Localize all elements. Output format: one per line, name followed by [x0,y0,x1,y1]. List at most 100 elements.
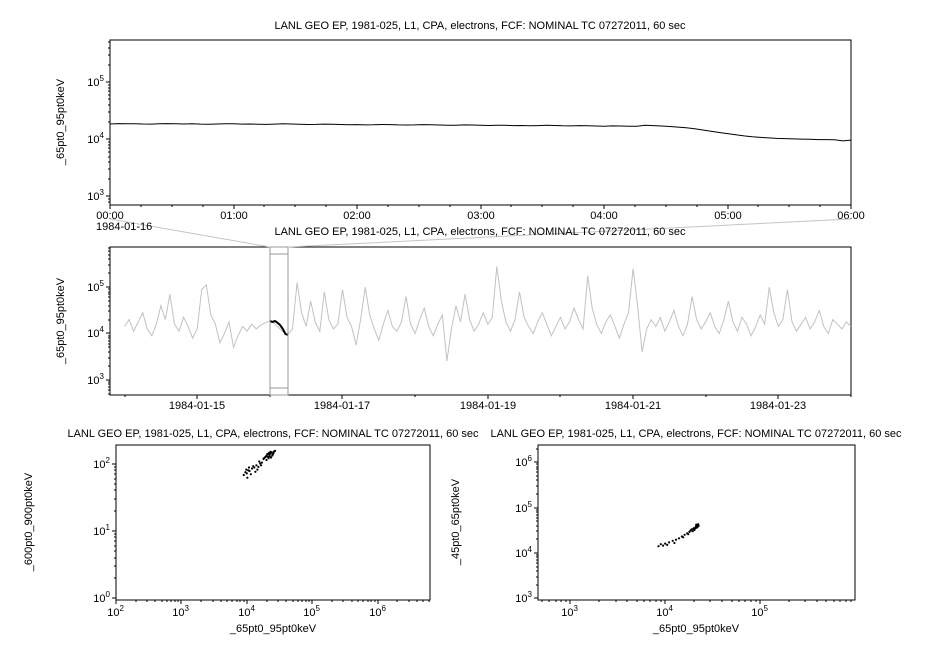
data-point [697,523,700,527]
data-point [260,464,263,467]
axis-ticks-scatter2: 103 104 105 106 103 104 105 [515,448,852,619]
x-tick-label: 03:00 [467,210,495,222]
y-tick-label: 105 [87,74,104,89]
data-point [662,544,665,547]
x-tick-label: 1984-01-17 [314,400,370,412]
data-point [673,541,676,545]
chart-context: 103 104 105 1984-01-15 1984-01-17 1984-01-19 1… [87,246,852,412]
y-tick-label: 103 [87,372,104,387]
x-tick-label: 104 [656,604,673,619]
x-tick-label: 06:00 [837,210,865,222]
date-context-label: 1984-01-16 [96,221,153,233]
x-tick-label: 106 [369,604,386,619]
plot-area-scatter2[interactable] [537,444,856,601]
data-point [250,467,254,470]
axis-ticks-context: 103 104 105 1984-01-15 1984-01-17 1984-01-19 1… [87,247,852,412]
data-point [254,470,257,473]
connector-right [287,218,852,248]
y-tick-label: 105 [515,500,532,515]
y-tick-label: 102 [93,456,110,471]
x-tick-label: 1984-01-21 [605,400,661,412]
series-highlight [269,319,289,336]
scatter-points [657,523,700,548]
plot-area-zoom[interactable] [109,39,852,206]
data-point [671,539,674,542]
scatter-points [242,449,277,479]
y-tick-label: 101 [93,523,110,538]
y-tick-label: 106 [515,454,532,469]
data-point [683,533,686,536]
chart-title-scatter1: LANL GEO EP, 1981-025, L1, CPA, electron… [67,428,479,440]
data-point [682,536,685,539]
data-point [677,537,681,540]
series-line [124,266,852,362]
data-point [664,542,667,545]
y-axis-label-zoom: _65pt0_95pt0keV [55,78,67,166]
chart-title-zoom: LANL GEO EP, 1981-025, L1, CPA, electron… [274,20,686,32]
series-line [109,123,852,142]
x-tick-label: 1984-01-15 [169,400,225,412]
data-point [692,527,695,530]
data-point [252,465,255,468]
connector-left [109,218,270,248]
data-point [259,462,262,465]
plot-area-context[interactable] [109,246,852,396]
data-point [694,525,698,528]
data-point [248,469,251,473]
data-point [260,461,263,464]
data-point [269,450,272,453]
data-point [271,454,274,457]
y-tick-label: 103 [515,590,532,605]
data-point [691,530,694,533]
data-point [270,456,273,459]
data-point [674,538,678,541]
y-tick-label: 103 [87,188,104,203]
axis-ticks-scatter1: 100 101 102 102 103 104 105 106 [93,456,430,619]
y-axis-label-scatter2: _45pt0_65pt0keV [450,478,462,566]
x-tick-label: 05:00 [714,210,742,222]
x-tick-label: 105 [303,604,320,619]
selection-rect[interactable] [269,246,289,396]
data-point [695,523,698,526]
data-point [274,449,277,452]
y-tick-label: 105 [87,279,104,294]
x-tick-label: 01:00 [220,210,248,222]
data-point [249,473,252,476]
data-point [258,460,261,463]
data-point [242,473,245,477]
selection-box[interactable] [269,246,289,396]
data-point [245,468,248,471]
data-point [245,472,248,475]
data-point [263,456,266,460]
chart-zoom: 103 104 105 00:00 01:00 02:00 03:00 04:00 05:00 0… [87,39,865,222]
y-tick-label: 104 [515,545,532,560]
x-axis-label-scatter1: _65pt0_95pt0keV [229,623,317,635]
data-point [247,466,251,469]
chart-scatter1: 100 101 102 102 103 104 105 106 [93,444,431,619]
y-axis-label-context: _65pt0_95pt0keV [55,277,67,365]
chart-title-scatter2: LANL GEO EP, 1981-025, L1, CPA, electron… [490,428,902,440]
x-tick-label: 103 [172,604,189,619]
plot-area-scatter1[interactable] [115,444,431,601]
data-point [265,458,268,462]
x-tick-label: 00:00 [96,210,124,222]
data-point [246,476,249,479]
x-tick-label: 102 [107,604,124,619]
data-point [256,468,259,471]
data-point [272,452,275,455]
zoom-connectors [109,218,852,248]
data-point [666,543,669,547]
data-point [257,465,260,468]
chart-scatter2: 103 104 105 106 103 104 105 [515,444,856,619]
x-tick-label: 1984-01-19 [460,400,516,412]
x-tick-label: 04:00 [590,210,618,222]
x-tick-label: 02:00 [343,210,371,222]
y-tick-label: 104 [87,131,104,146]
chart-title-context: LANL GEO EP, 1981-025, L1, CPA, electron… [274,226,686,238]
data-point [267,457,270,460]
y-tick-label: 104 [87,325,104,340]
y-axis-label-scatter1: _600pt0_900pt0keV [23,472,35,572]
y-tick-label: 100 [93,590,110,605]
x-axis-label-scatter2: _65pt0_95pt0keV [652,623,740,635]
x-tick-label: 103 [561,604,578,619]
